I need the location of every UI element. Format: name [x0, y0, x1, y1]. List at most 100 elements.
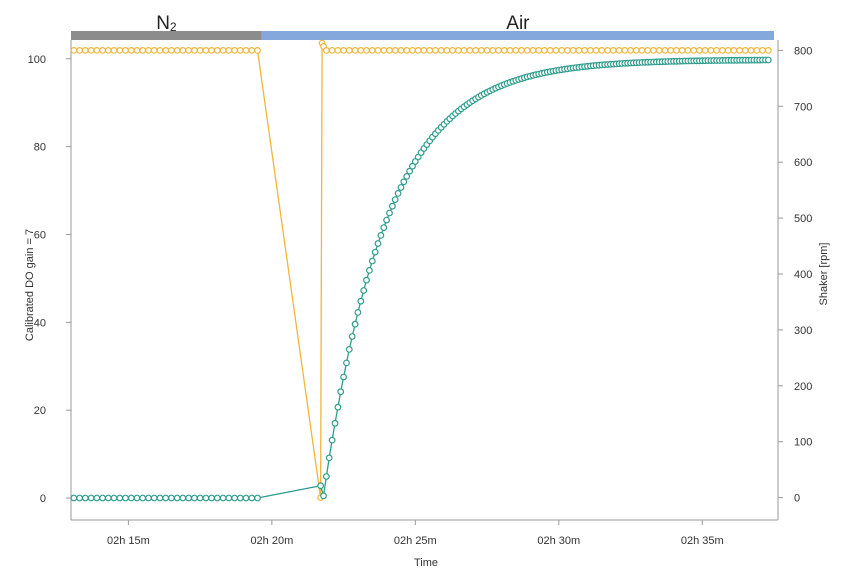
- data-point: [185, 47, 193, 54]
- data-point: [357, 297, 365, 305]
- data-point: [391, 196, 399, 204]
- data-point: [248, 494, 256, 502]
- y-left-tick-label: 40: [34, 317, 46, 329]
- data-point: [759, 47, 766, 54]
- data-point: [546, 47, 554, 54]
- data-point: [380, 224, 388, 232]
- y-right-tick-label: 200: [794, 381, 812, 393]
- x-tick-label: 02h 35m: [681, 535, 724, 547]
- data-point: [374, 47, 382, 54]
- y-left-tick-label: 20: [34, 405, 46, 417]
- data-point: [133, 494, 141, 502]
- data-point: [380, 47, 388, 54]
- data-point: [518, 47, 525, 54]
- data-point: [621, 47, 629, 54]
- phase-bars: [71, 31, 774, 40]
- x-axis-title: Time: [414, 557, 438, 569]
- data-point: [394, 189, 402, 197]
- data-point: [331, 419, 339, 427]
- phase-bar-1: [261, 31, 774, 40]
- y-right-tick-label: 100: [794, 437, 812, 449]
- data-point: [190, 494, 198, 502]
- y-right-tick-label: 600: [794, 157, 812, 169]
- y-left-tick-label: 80: [34, 142, 46, 154]
- series-layer: [70, 39, 772, 502]
- series-do: [70, 56, 772, 502]
- data-point: [598, 47, 606, 54]
- data-point: [719, 47, 726, 54]
- data-point: [403, 47, 411, 54]
- data-point: [386, 47, 393, 54]
- data-point: [167, 47, 175, 54]
- series-line: [73, 59, 769, 499]
- data-point: [512, 47, 520, 54]
- data-point: [644, 47, 652, 54]
- data-point: [162, 47, 170, 54]
- data-point: [541, 47, 548, 54]
- data-point: [208, 47, 216, 54]
- data-point: [334, 403, 342, 411]
- data-point: [93, 47, 101, 54]
- data-point: [460, 47, 468, 54]
- data-point: [368, 257, 376, 265]
- data-point: [569, 47, 577, 54]
- data-point: [116, 494, 124, 502]
- data-point: [139, 494, 147, 502]
- data-point: [110, 47, 118, 54]
- data-point: [406, 167, 414, 175]
- data-point: [167, 494, 175, 502]
- data-point: [701, 47, 709, 54]
- data-point: [383, 216, 391, 224]
- data-point: [357, 47, 365, 54]
- data-point: [477, 47, 485, 54]
- data-point: [529, 47, 537, 54]
- data-point: [248, 47, 256, 54]
- data-point: [93, 494, 101, 502]
- data-point: [552, 47, 560, 54]
- y-axis-right-title: Shaker [rpm]: [818, 243, 830, 306]
- data-point: [196, 47, 204, 54]
- data-point: [150, 494, 158, 502]
- data-point: [678, 47, 686, 54]
- data-point: [753, 47, 761, 54]
- y-left-tick-label: 0: [40, 493, 46, 505]
- data-point: [414, 47, 422, 54]
- data-point: [127, 494, 135, 502]
- data-point: [219, 47, 227, 54]
- left-axis-ticks: 0 20 40 60 80 100: [28, 54, 71, 505]
- data-point: [162, 494, 170, 502]
- data-point: [343, 359, 350, 367]
- data-point: [736, 47, 743, 54]
- data-point: [76, 494, 83, 502]
- data-point: [426, 47, 434, 54]
- data-point: [323, 473, 330, 480]
- data-point: [713, 47, 720, 54]
- x-tick-label: 02h 30m: [537, 535, 580, 547]
- y-right-tick-label: 500: [794, 213, 812, 225]
- data-point: [351, 47, 359, 54]
- data-point: [242, 47, 250, 54]
- data-point: [190, 47, 198, 54]
- data-point: [437, 47, 445, 54]
- data-point: [360, 287, 368, 294]
- data-point: [655, 47, 663, 54]
- data-point: [363, 47, 370, 54]
- data-point: [317, 482, 325, 490]
- data-point: [225, 47, 233, 54]
- data-point: [76, 47, 83, 54]
- data-point: [351, 320, 359, 328]
- data-point: [328, 47, 336, 54]
- data-point: [328, 436, 336, 444]
- data-point: [667, 47, 675, 54]
- data-point: [334, 47, 342, 54]
- data-point: [70, 494, 78, 502]
- y-right-tick-label: 700: [794, 101, 812, 113]
- data-point: [254, 47, 261, 54]
- data-point: [173, 47, 181, 54]
- data-point: [604, 47, 611, 54]
- x-tick-label: 02h 20m: [250, 535, 293, 547]
- data-point: [403, 172, 411, 180]
- phase-label-n2: N2: [156, 13, 177, 34]
- data-point: [400, 178, 408, 186]
- data-point: [615, 47, 623, 54]
